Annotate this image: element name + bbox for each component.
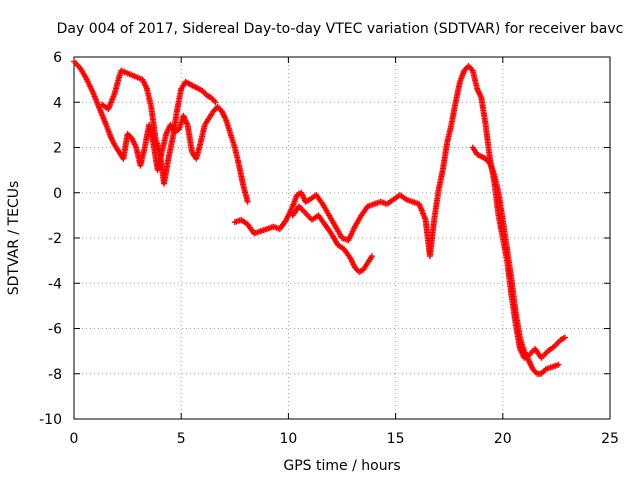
- y-tick-label: -4: [48, 276, 62, 292]
- y-tick-label: 4: [53, 95, 62, 111]
- y-tick-label: 6: [53, 50, 62, 66]
- y-tick-label: 2: [53, 141, 62, 157]
- x-tick-label: 10: [279, 431, 297, 447]
- y-tick-label: 0: [53, 186, 62, 202]
- data-point: [244, 198, 251, 205]
- y-tick-label: -10: [39, 412, 62, 428]
- y-tick-label: -8: [48, 367, 62, 383]
- data-point: [561, 334, 568, 341]
- data-point: [555, 361, 562, 368]
- y-axis-label: SDTVAR / TECUs: [6, 181, 22, 296]
- chart-title: Day 004 of 2017, Sidereal Day-to-day VTE…: [57, 21, 624, 37]
- x-tick-label: 5: [177, 431, 186, 447]
- x-tick-label: 25: [601, 431, 619, 447]
- x-tick-label: 20: [494, 431, 512, 447]
- data-point: [212, 99, 219, 106]
- y-tick-label: -6: [48, 322, 62, 338]
- x-tick-labels: 0 5 10 15 20 25: [70, 431, 619, 447]
- x-tick-label: 15: [387, 431, 405, 447]
- y-tick-labels: -10 -8 -6 -4 -2 0 2 4 6: [39, 50, 62, 428]
- y-tick-label: -2: [48, 231, 62, 247]
- data-points: [71, 58, 568, 377]
- x-axis-label: GPS time / hours: [283, 458, 400, 474]
- data-point: [369, 253, 376, 260]
- axis-ticks: [73, 56, 611, 420]
- x-tick-label: 0: [70, 431, 79, 447]
